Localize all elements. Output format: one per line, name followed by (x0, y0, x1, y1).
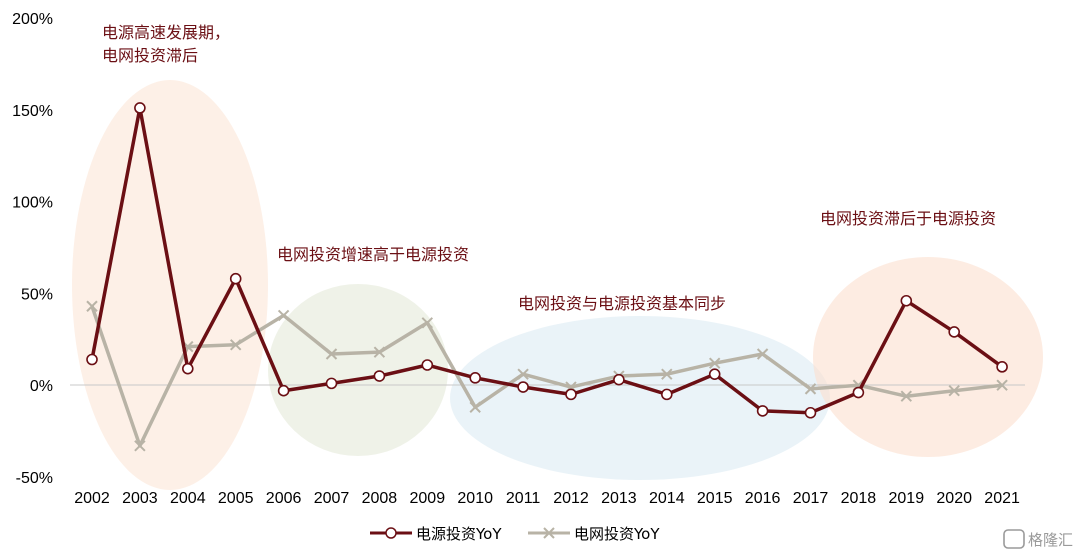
y-tick-label: 200% (12, 11, 53, 28)
x-tick-label: 2008 (362, 490, 398, 507)
y-axis-ticks: 200% 150% 100% 50% 0% -50% (12, 11, 53, 487)
grid-series-point (996, 379, 1008, 391)
x-tick-label: 2014 (649, 490, 685, 507)
x-tick-label: 2004 (170, 490, 206, 507)
x-tick-label: 2003 (122, 490, 158, 507)
grid-series-point (373, 346, 386, 358)
grid-series-point (948, 385, 960, 397)
x-tick-label: 2021 (984, 490, 1020, 507)
highlight-regions (72, 80, 1043, 490)
legend-power-marker (385, 527, 397, 539)
power-series-point (86, 353, 98, 366)
y-tick-label: 0% (30, 378, 53, 395)
y-tick-label: 50% (21, 286, 53, 303)
power-series-point (565, 388, 577, 401)
y-tick-label: -50% (16, 470, 53, 487)
x-tick-label: 2013 (601, 490, 637, 507)
y-tick-label: 100% (12, 195, 53, 212)
legend-grid-marker (543, 527, 555, 539)
series-power-investment (86, 102, 1008, 419)
power-series-point (182, 362, 194, 375)
legend: 电源投资YoY 电网投资YoY (370, 525, 660, 543)
x-tick-label: 2002 (74, 490, 110, 507)
grid-series-point (325, 348, 338, 360)
power-series-point (660, 388, 673, 401)
legend-power-label: 电源投资YoY (416, 525, 502, 543)
x-tick-label: 2018 (841, 490, 877, 507)
watermark-text: 格隆汇 (1028, 531, 1073, 549)
legend-grid-label: 电网投资YoY (574, 525, 660, 543)
grid-series-point (804, 383, 817, 395)
watermark: 格隆汇 (1003, 529, 1073, 549)
power-series-point (325, 377, 338, 390)
highlight-2006-2009 (268, 284, 448, 456)
x-tick-label: 2016 (745, 490, 781, 507)
x-tick-label: 2010 (457, 490, 493, 507)
x-tick-label: 2011 (506, 490, 541, 507)
grid-series-point (517, 368, 529, 380)
power-series-point (996, 361, 1008, 373)
annotation-grid-faster: 电网投资增速高于电源投资 (277, 245, 469, 264)
grid-series-point (86, 300, 98, 312)
power-series-point (517, 381, 529, 393)
power-series-point (229, 272, 242, 285)
grid-series-point (421, 317, 434, 329)
highlight-2010-2017 (450, 316, 830, 480)
y-tick-label: 150% (12, 103, 53, 120)
grid-series-line (90, 305, 1003, 448)
grid-series-point (277, 309, 290, 322)
annotation-power-rapid-line1: 电源高速发展期， (102, 23, 230, 42)
power-series-point (469, 372, 482, 384)
x-tick-label: 2005 (218, 490, 254, 507)
x-axis-ticks: 2002 2003 2004 2005 2006 2007 2008 2009 2010 2011… (74, 490, 1020, 507)
power-series-point (852, 386, 865, 399)
watermark-logo-icon (1003, 529, 1025, 549)
x-tick-label: 2012 (553, 490, 589, 507)
x-tick-label: 2006 (266, 490, 302, 507)
x-tick-label: 2020 (936, 490, 972, 507)
grid-series-point (134, 440, 146, 452)
grid-series-point (469, 401, 481, 413)
grid-series-point (756, 348, 769, 360)
power-series-point (277, 384, 290, 397)
power-series-line (90, 106, 1004, 415)
annotation-power-rapid: 电源高速发展期， 电网投资滞后 (102, 23, 235, 65)
power-series-point (804, 406, 817, 419)
x-tick-label: 2019 (889, 490, 925, 507)
highlight-2018-2021 (813, 257, 1043, 457)
power-series-point (613, 373, 625, 386)
annotation-grid-lags: 电网投资滞后于电源投资 (820, 209, 996, 228)
annotation-power-rapid-line2: 电网投资滞后 (102, 46, 198, 65)
grid-series-point (229, 339, 242, 351)
series-grid-investment (86, 300, 1008, 452)
power-series-point (948, 326, 961, 338)
x-tick-label: 2017 (793, 490, 829, 507)
power-series-point (134, 102, 146, 114)
x-tick-label: 2007 (314, 490, 350, 507)
power-series-point (373, 370, 386, 382)
power-series-point (900, 294, 913, 307)
power-series-point (756, 405, 769, 417)
power-series-point (708, 368, 721, 380)
annotation-synchronized: 电网投资与电源投资基本同步 (518, 294, 726, 313)
power-series-point (421, 359, 434, 371)
grid-series-point (900, 390, 913, 402)
x-tick-label: 2009 (410, 490, 446, 507)
grid-series-point (661, 368, 673, 380)
x-tick-label: 2015 (697, 490, 733, 507)
grid-series-point (708, 357, 721, 369)
